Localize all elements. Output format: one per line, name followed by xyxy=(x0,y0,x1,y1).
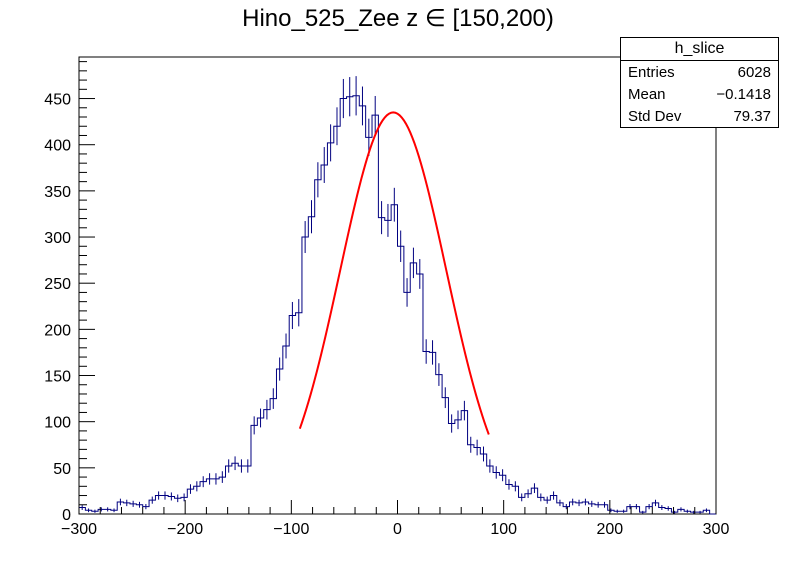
y-tick-label: 250 xyxy=(44,276,71,293)
y-tick-label: 200 xyxy=(44,322,71,339)
y-tick-label: 150 xyxy=(44,369,71,386)
x-tick-label: −100 xyxy=(273,521,309,538)
x-tick-label: 300 xyxy=(703,521,730,538)
histogram-outline xyxy=(78,95,716,515)
fit-curve-group xyxy=(298,111,490,435)
y-tick-label: 0 xyxy=(62,507,71,524)
stats-row-mean: Mean −0.1418 xyxy=(621,83,778,105)
histogram-bars xyxy=(78,76,716,515)
y-tick-label: 400 xyxy=(44,138,71,155)
y-tick-label: 100 xyxy=(44,415,71,432)
fit-curve xyxy=(298,111,490,435)
stats-box: h_slice Entries 6028 Mean −0.1418 Std De… xyxy=(620,37,779,128)
stats-value: 79.37 xyxy=(733,108,771,125)
x-tick-label: −200 xyxy=(167,521,203,538)
stats-row-stddev: Std Dev 79.37 xyxy=(621,105,778,127)
y-tick-label: 450 xyxy=(44,92,71,109)
stats-title: h_slice xyxy=(621,38,778,61)
stats-row-entries: Entries 6028 xyxy=(621,61,778,83)
x-tick-label: 0 xyxy=(393,521,402,538)
stats-label: Entries xyxy=(628,64,675,81)
x-tick-label: 200 xyxy=(596,521,623,538)
y-tick-label: 50 xyxy=(53,461,71,478)
axes: −300 −200 −100 0 100 200 300 0 50 100 150 200 250 300… xyxy=(44,61,730,538)
stats-value: −0.1418 xyxy=(716,86,771,103)
stats-value: 6028 xyxy=(737,64,771,81)
y-tick-label: 300 xyxy=(44,230,71,247)
chart-title: Hino_525_Zee z ∈ [150,200) xyxy=(242,5,554,32)
x-tick-label: 100 xyxy=(490,521,517,538)
stats-label: Std Dev xyxy=(628,108,682,125)
x-tick-label: −300 xyxy=(61,521,97,538)
y-tick-label: 350 xyxy=(44,184,71,201)
stats-label: Mean xyxy=(628,86,666,103)
